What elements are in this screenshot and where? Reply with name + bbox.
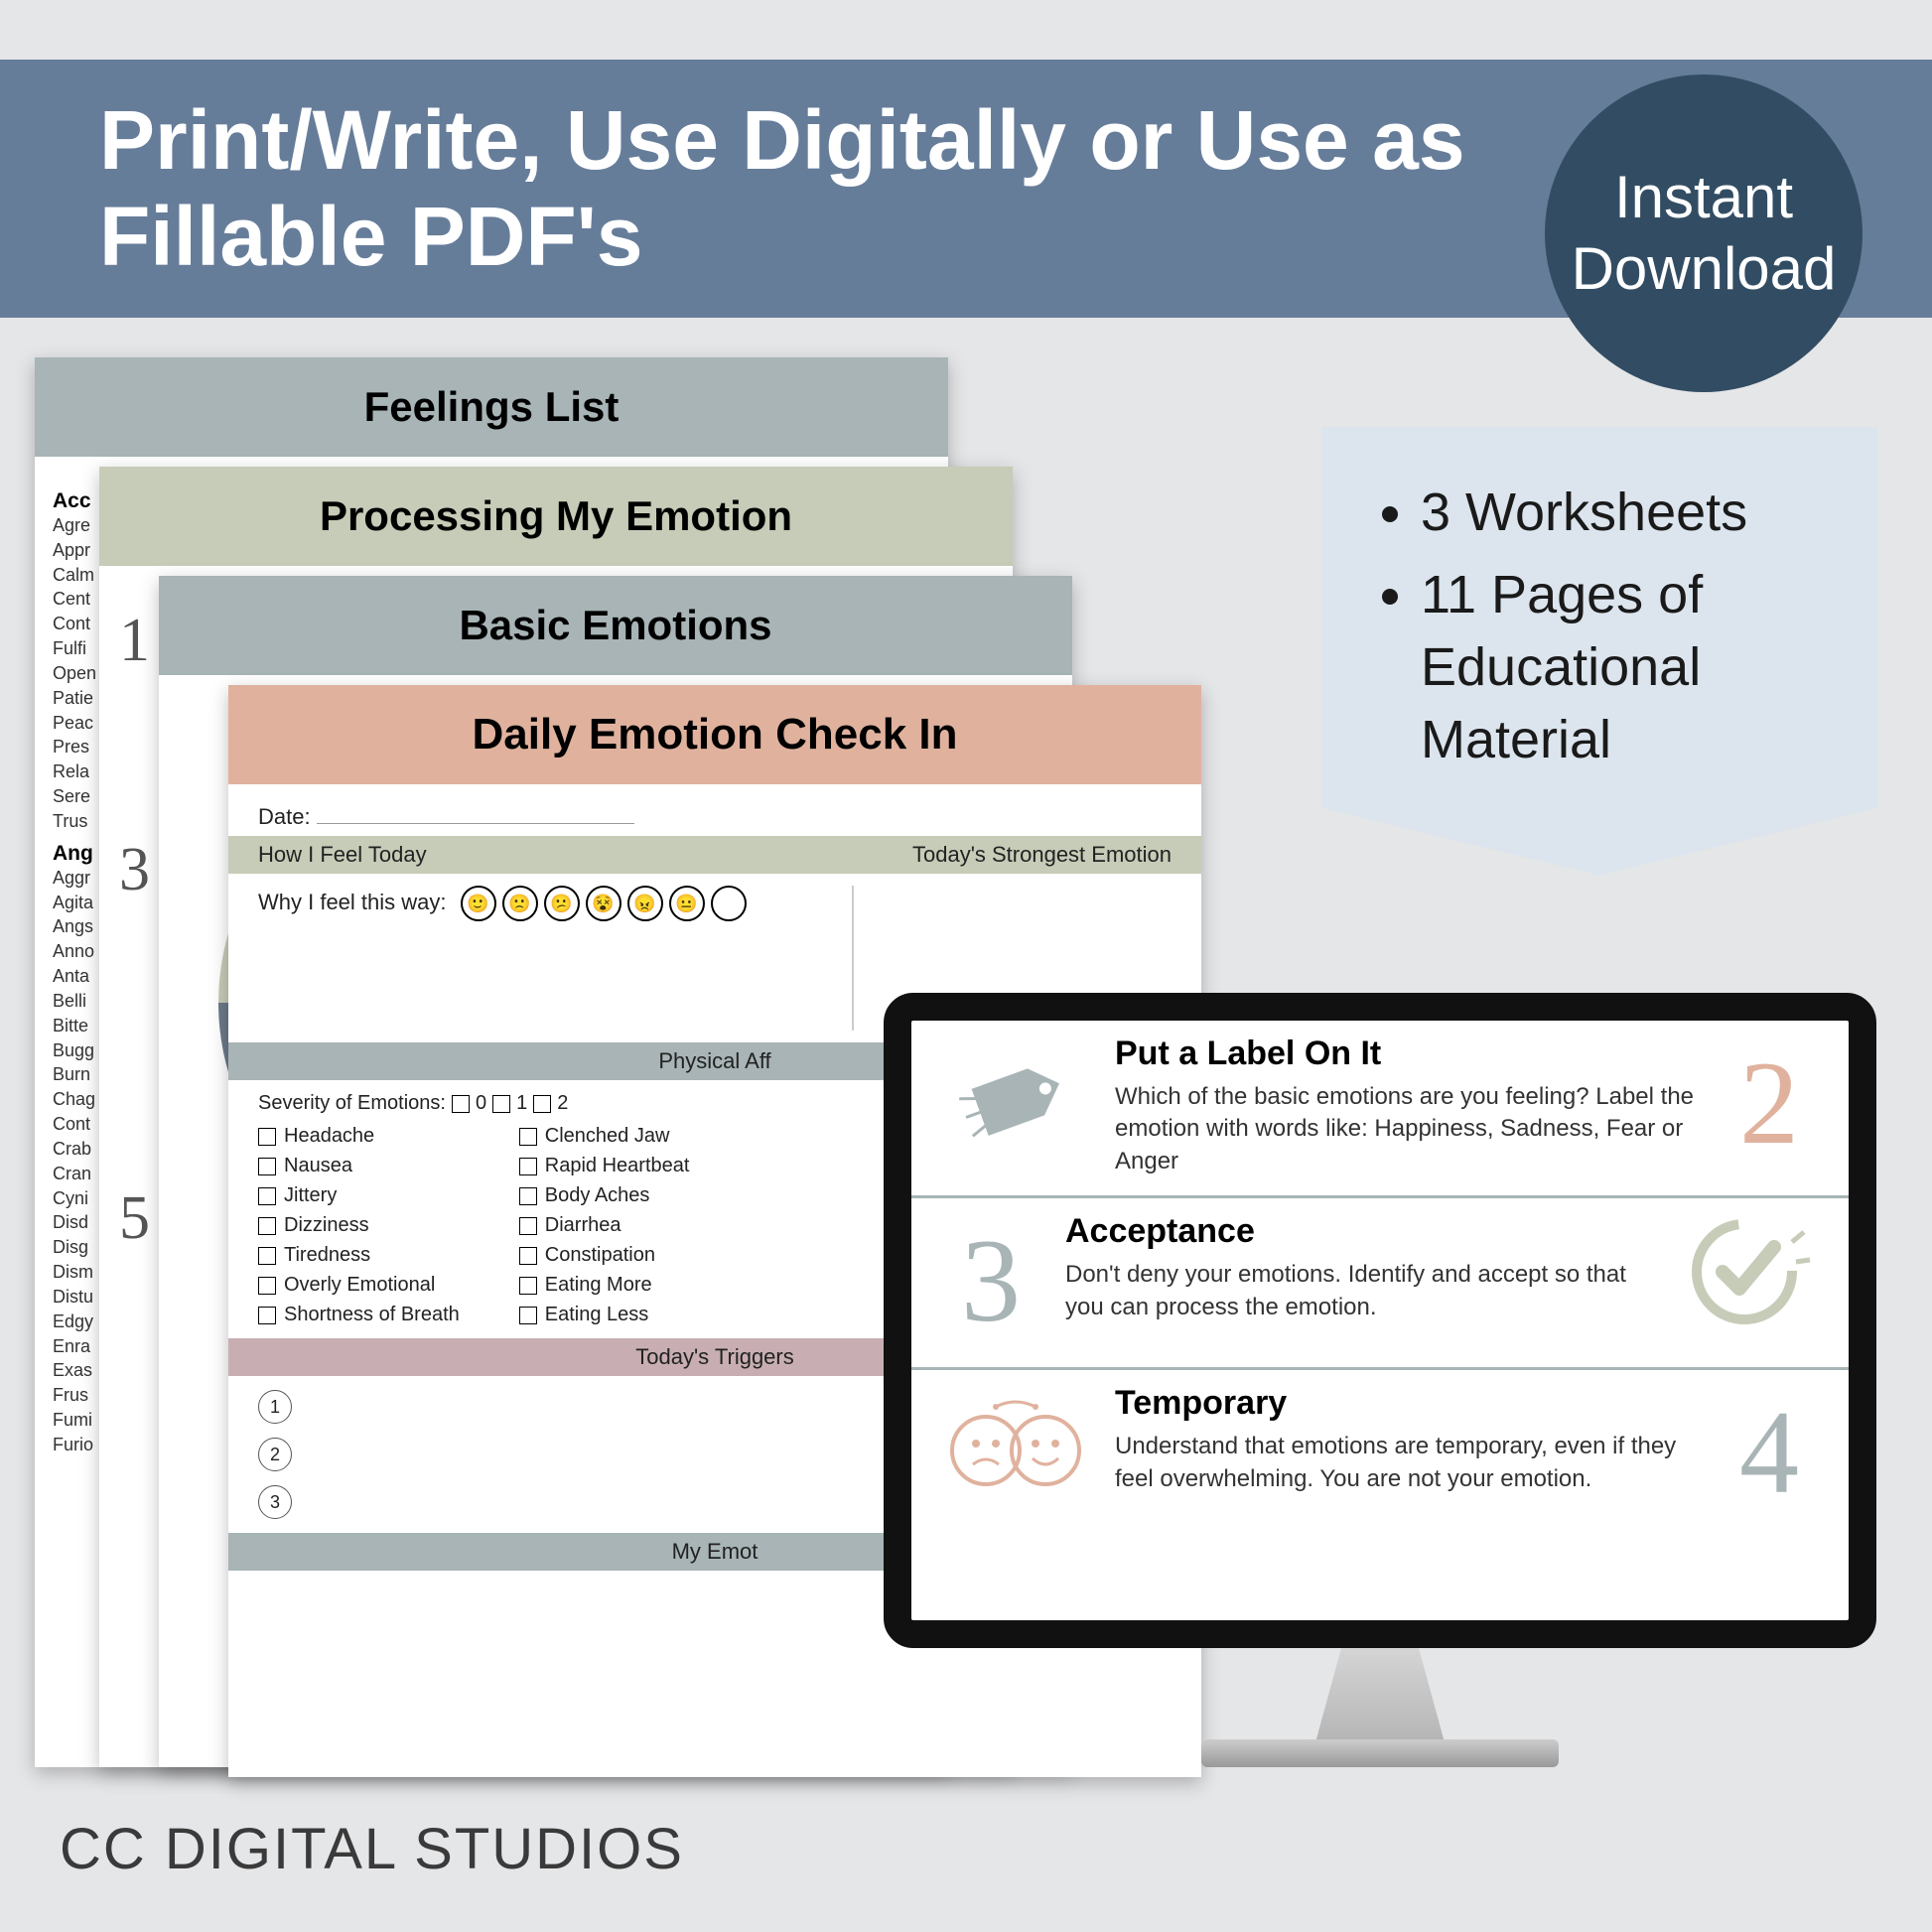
step-title: Put a Label On It [1115,1035,1695,1073]
header-title: Print/Write, Use Digitally or Use as Fil… [99,92,1539,284]
step-number: 2 [1720,1035,1819,1172]
trigger-bullet: 1 [258,1390,292,1424]
faces-icon [941,1384,1090,1503]
symptom-checkbox[interactable]: Rapid Heartbeat [519,1155,690,1177]
step-body: Don't deny your emotions. Identify and a… [1065,1259,1645,1323]
trigger-bullet: 2 [258,1438,292,1471]
worksheet-title: Processing My Emotion [99,467,1013,566]
symptom-checkbox[interactable]: Nausea [258,1155,460,1177]
symptom-checkbox[interactable]: Jittery [258,1184,460,1207]
symptom-checkbox[interactable]: Overly Emotional [258,1274,460,1297]
step-body: Which of the basic emotions are you feel… [1115,1081,1695,1177]
monitor-mockup: Put a Label On It Which of the basic emot… [884,993,1876,1767]
symptom-checkbox[interactable]: Dizziness [258,1214,460,1237]
symptom-checkbox[interactable]: Eating More [519,1274,690,1297]
info-bullet: 11 Pages of Educational Material [1421,559,1838,776]
trigger-bullet: 3 [258,1485,292,1519]
symptom-checkbox[interactable]: Body Aches [519,1184,690,1207]
symptom-checkbox[interactable]: Tiredness [258,1244,460,1267]
step-number: 4 [1720,1384,1819,1521]
step-body: Understand that emotions are temporary, … [1115,1431,1695,1495]
date-label: Date: [258,804,311,829]
symptom-checkbox[interactable]: Constipation [519,1244,690,1267]
info-tag: 3 Worksheets 11 Pages of Educational Mat… [1321,427,1877,876]
tag-icon [941,1035,1090,1154]
monitor-stand-icon [1315,1648,1445,1742]
emoji-faces-icon: 🙂🙁😕😵😠😐 [461,886,747,921]
symptom-checkbox[interactable]: Clenched Jaw [519,1125,690,1148]
symptom-checkbox[interactable]: Headache [258,1125,460,1148]
symptom-checkbox[interactable]: Shortness of Breath [258,1304,460,1326]
symptom-checkbox[interactable]: Diarrhea [519,1214,690,1237]
step-title: Temporary [1115,1384,1695,1423]
step-number: 3 [941,1212,1040,1349]
monitor-base-icon [1201,1739,1559,1767]
worksheet-title: Daily Emotion Check In [228,685,1201,784]
worksheet-title: Feelings List [35,357,948,457]
brand-label: CC DIGITAL STUDIOS [60,1816,684,1882]
worksheet-title: Basic Emotions [159,576,1072,675]
step-title: Acceptance [1065,1212,1645,1251]
section-bar: How I Feel Today Today's Strongest Emoti… [228,836,1201,874]
monitor-screen: Put a Label On It Which of the basic emot… [884,993,1876,1648]
monitor-step: Temporary Understand that emotions are te… [911,1370,1849,1539]
monitor-step: 3 Acceptance Don't deny your emotions. Ide… [911,1198,1849,1370]
instant-download-badge: InstantDownload [1545,74,1863,392]
symptom-checkbox[interactable]: Eating Less [519,1304,690,1326]
info-bullet: 3 Worksheets [1421,477,1838,549]
check-icon [1670,1212,1819,1331]
why-label: Why I feel this way: [258,890,447,914]
monitor-step: Put a Label On It Which of the basic emot… [911,1021,1849,1198]
